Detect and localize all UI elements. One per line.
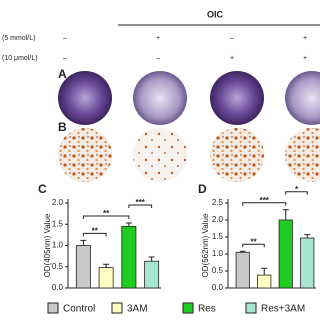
- row-sign: +: [303, 35, 307, 42]
- panel-label: A: [58, 67, 67, 81]
- y-tick-label: 0.0: [212, 283, 224, 292]
- y-tick-label: 2.0: [212, 215, 224, 224]
- row-sign: –: [63, 35, 67, 42]
- row-sign: +: [303, 55, 307, 62]
- y-tick-label: 0.0: [52, 283, 64, 292]
- legend-label: Res: [198, 304, 216, 315]
- sig-bracket: [128, 204, 153, 208]
- y-tick-label: 2.5: [212, 198, 224, 207]
- y-tick-label: 2.0: [52, 198, 64, 207]
- sig-bracket: [242, 202, 287, 206]
- y-tick-label: 1.5: [52, 219, 64, 228]
- y-tick-label: 1.5: [212, 232, 224, 241]
- header-title: OIC: [207, 9, 224, 19]
- bar: [300, 237, 315, 289]
- y-tick-label: 1.0: [212, 249, 224, 258]
- error-bar: [80, 239, 87, 246]
- row-label: (10 μmol/L): [2, 55, 38, 62]
- error-bar: [304, 234, 311, 239]
- sig-label: ***: [136, 198, 146, 207]
- sig-bracket: [285, 191, 308, 195]
- bar: [235, 251, 250, 289]
- legend-swatch: [245, 302, 257, 314]
- legend-label: 3AM: [127, 304, 148, 315]
- y-axis-label: OD(405nm) Value: [43, 213, 52, 277]
- bar: [121, 225, 137, 289]
- bar: [278, 219, 293, 289]
- panel-label: B: [58, 120, 67, 134]
- y-tick-label: 1.0: [52, 241, 64, 250]
- sig-label: *: [295, 185, 299, 194]
- legend-swatch: [47, 302, 59, 314]
- sig-label: **: [92, 227, 99, 236]
- error-bar: [282, 209, 289, 220]
- legend-label: Control: [63, 304, 95, 315]
- micrographs-a: [58, 71, 320, 125]
- y-axis-label: OD(562nm) Value: [201, 213, 210, 277]
- row-label: (5 mmol/L): [2, 35, 35, 42]
- panel-label: D: [198, 182, 207, 196]
- micrographs-b: [58, 128, 320, 182]
- row-sign: +: [156, 35, 160, 42]
- sig-label: **: [250, 237, 257, 246]
- bar: [144, 260, 160, 289]
- y-tick-label: 0.5: [52, 262, 64, 271]
- sig-bracket: [82, 215, 130, 219]
- legend-label: Res+3AM: [261, 304, 305, 315]
- row-sign: –: [63, 55, 67, 62]
- legend-swatch: [111, 302, 123, 314]
- error-bar: [148, 256, 155, 262]
- error-bar: [125, 222, 132, 227]
- error-bar: [261, 267, 268, 276]
- bar: [257, 274, 272, 289]
- sig-label: ***: [260, 196, 270, 205]
- bar: [75, 245, 91, 289]
- sig-bracket: [82, 232, 107, 237]
- error-bar: [239, 250, 246, 253]
- sig-bracket: [242, 243, 265, 248]
- legend-swatch: [182, 302, 194, 314]
- sig-label: **: [103, 209, 110, 218]
- row-sign: –: [156, 55, 160, 62]
- panel-label: C: [38, 182, 47, 196]
- y-tick-label: 0.5: [212, 266, 224, 275]
- error-bar: [103, 263, 110, 268]
- bar: [98, 267, 114, 289]
- row-sign: –: [230, 35, 234, 42]
- row-sign: +: [230, 55, 234, 62]
